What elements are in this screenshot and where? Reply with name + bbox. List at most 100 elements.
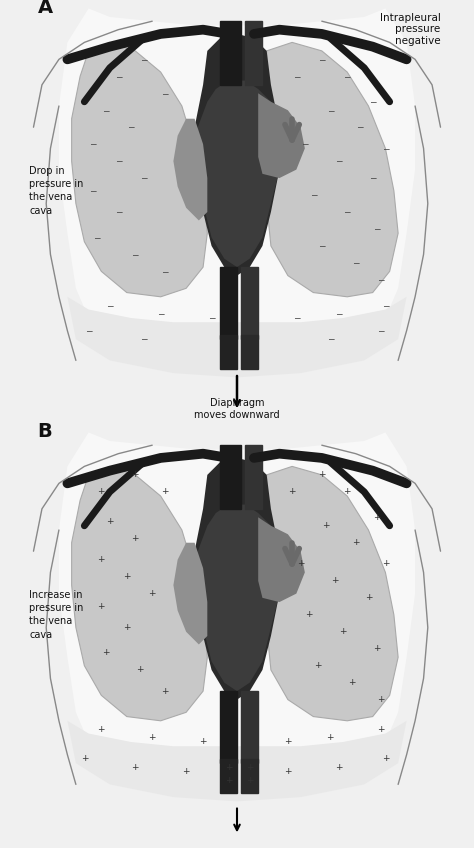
Text: −: −	[85, 326, 92, 335]
Polygon shape	[59, 432, 415, 767]
Text: +: +	[106, 517, 114, 526]
Text: +: +	[148, 734, 156, 742]
Text: +: +	[136, 666, 143, 674]
Text: +: +	[131, 534, 139, 543]
Text: Increase in
pressure in
the vena
cava: Increase in pressure in the vena cava	[29, 590, 83, 639]
Polygon shape	[72, 42, 207, 297]
Bar	[241, 267, 258, 339]
Text: +: +	[98, 488, 105, 496]
Text: +: +	[98, 555, 105, 564]
Text: −: −	[327, 106, 334, 114]
Polygon shape	[267, 42, 398, 297]
Text: −: −	[208, 314, 215, 322]
Text: −: −	[131, 250, 139, 259]
Bar	[220, 21, 241, 85]
Text: +: +	[246, 763, 254, 772]
Text: +: +	[327, 734, 334, 742]
Text: +: +	[225, 776, 232, 784]
Text: +: +	[102, 649, 109, 657]
Text: −: −	[382, 301, 389, 310]
Text: +: +	[373, 513, 381, 522]
Text: −: −	[327, 335, 334, 343]
Text: Diaphragm
moves downward: Diaphragm moves downward	[194, 399, 280, 420]
Text: +: +	[131, 763, 139, 772]
Text: Intrapleural
pressure
negative: Intrapleural pressure negative	[380, 13, 440, 46]
Text: +: +	[182, 767, 190, 776]
Polygon shape	[67, 721, 407, 801]
Text: −: −	[140, 55, 147, 64]
Polygon shape	[173, 543, 207, 644]
Text: −: −	[344, 72, 351, 81]
Text: −: −	[318, 242, 326, 250]
Text: −: −	[115, 157, 122, 165]
Text: +: +	[98, 725, 105, 734]
Bar	[246, 445, 263, 509]
Text: +: +	[314, 661, 321, 670]
Bar	[220, 445, 241, 509]
Text: +: +	[352, 538, 359, 547]
Text: +: +	[288, 488, 296, 496]
Polygon shape	[258, 517, 305, 602]
Text: +: +	[81, 755, 88, 763]
Text: +: +	[365, 594, 372, 602]
Text: −: −	[352, 259, 359, 267]
Text: +: +	[284, 767, 292, 776]
Text: +: +	[377, 695, 385, 704]
Bar	[220, 759, 237, 793]
Text: +: +	[377, 725, 385, 734]
Polygon shape	[195, 34, 279, 276]
Text: +: +	[284, 738, 292, 746]
Text: +: +	[225, 763, 232, 772]
Polygon shape	[195, 505, 279, 691]
Text: +: +	[348, 678, 355, 687]
Text: +: +	[373, 644, 381, 653]
Polygon shape	[195, 458, 279, 700]
Text: Drop in
pressure in
the vena
cava: Drop in pressure in the vena cava	[29, 166, 83, 215]
Text: +: +	[297, 560, 304, 568]
Text: +: +	[344, 488, 351, 496]
Text: A: A	[38, 0, 53, 17]
Text: −: −	[373, 225, 381, 233]
Text: +: +	[123, 623, 130, 632]
Text: −: −	[377, 276, 385, 284]
Text: +: +	[123, 572, 130, 581]
Polygon shape	[195, 81, 279, 267]
Polygon shape	[267, 466, 398, 721]
Text: −: −	[106, 301, 114, 310]
Text: −: −	[301, 140, 309, 148]
Bar	[241, 335, 258, 369]
Text: −: −	[292, 72, 300, 81]
Polygon shape	[67, 297, 407, 377]
Text: +: +	[305, 611, 313, 619]
Text: +: +	[335, 763, 343, 772]
Text: −: −	[344, 208, 351, 216]
Bar	[220, 335, 237, 369]
Polygon shape	[173, 119, 207, 220]
Polygon shape	[59, 8, 415, 343]
Text: −: −	[382, 144, 389, 153]
Text: −: −	[161, 89, 169, 98]
Bar	[241, 759, 258, 793]
Text: −: −	[377, 326, 385, 335]
Text: +: +	[161, 488, 169, 496]
Text: −: −	[369, 98, 376, 106]
Text: −: −	[356, 123, 364, 131]
Bar	[241, 691, 258, 763]
Text: −: −	[157, 310, 164, 318]
Text: −: −	[102, 106, 109, 114]
Text: +: +	[339, 628, 347, 636]
Text: −: −	[89, 140, 97, 148]
Text: −: −	[369, 174, 376, 182]
Text: +: +	[318, 471, 326, 479]
Text: −: −	[89, 187, 97, 195]
Text: −: −	[318, 55, 326, 64]
Polygon shape	[72, 466, 207, 721]
Text: +: +	[331, 577, 338, 585]
Text: −: −	[310, 191, 317, 199]
Text: −: −	[115, 72, 122, 81]
Text: −: −	[127, 123, 135, 131]
Text: +: +	[98, 602, 105, 611]
Text: −: −	[115, 208, 122, 216]
Text: −: −	[140, 174, 147, 182]
Text: B: B	[38, 421, 53, 441]
